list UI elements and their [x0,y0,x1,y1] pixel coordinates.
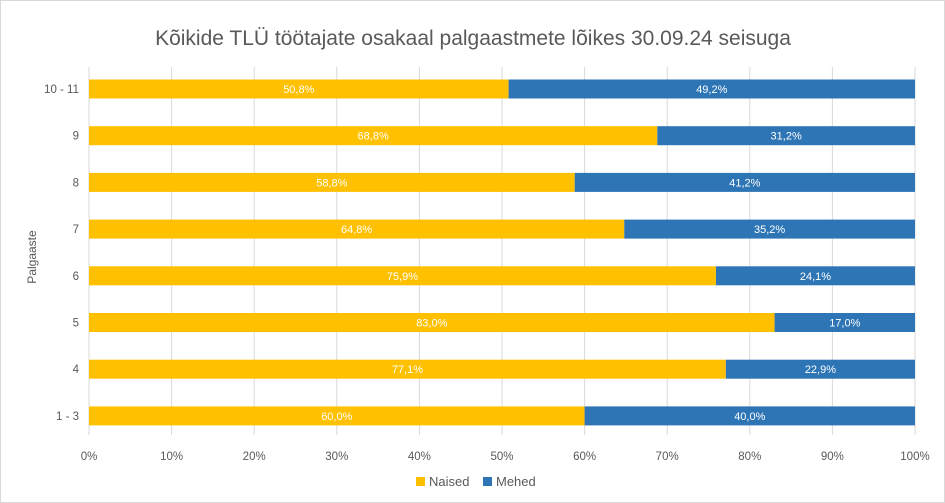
legend-label: Naised [429,474,469,489]
bar-naised [89,359,726,379]
bar-naised [89,172,575,192]
bar-mehed [574,172,915,192]
data-labels: 50,8% 49,2% 68,8% 31,2% 58,8% 41,2% 64,8% 35,2%… [283,84,860,423]
y-axis-label: Palgaaste [25,230,39,284]
x-tick-label: 20% [243,451,266,463]
data-label: 83,0% [416,318,447,330]
y-tick-label: 4 [73,364,80,376]
y-tick-label: 1 - 3 [56,411,79,423]
data-label: 35,2% [754,224,785,236]
gridlines [88,67,916,435]
x-tick-label: 0% [81,451,98,463]
x-tick-label: 50% [490,451,513,463]
y-tick-label: 6 [73,271,79,283]
bar-naised [89,219,625,239]
bar-naised [89,79,509,99]
y-tick-label: 10 - 11 [44,84,79,96]
data-label: 31,2% [771,131,802,143]
x-tick-label: 90% [821,451,844,463]
x-tick-label: 40% [408,451,431,463]
bar-mehed [508,79,915,99]
data-label: 77,1% [392,364,423,376]
y-tick-label: 8 [73,177,79,189]
y-tick-label: 5 [73,318,79,330]
data-label: 49,2% [696,84,727,96]
x-tick-label: 60% [573,451,596,463]
bar-naised [89,126,658,146]
data-label: 17,0% [829,318,860,330]
x-tick-label: 80% [738,451,761,463]
bar-mehed [774,313,915,332]
data-label: 41,2% [729,177,760,189]
bar-naised [89,406,585,426]
x-tick-label: 70% [656,451,679,463]
data-label: 22,9% [805,364,836,376]
bar-mehed [624,219,915,239]
data-label: 75,9% [387,271,418,283]
legend-label: Mehed [496,474,536,489]
y-axis-ticks: 10 - 11 9 8 7 6 5 4 1 - 3 [44,84,80,423]
data-label: 58,8% [316,177,347,189]
legend: Naised Mehed [416,474,536,489]
legend-swatch [416,477,425,486]
bar-mehed [584,406,915,426]
legend-swatch [483,477,492,486]
bars [89,79,915,426]
bar-naised [89,266,716,286]
chart-title: Kõikide TLÜ töötajate osakaal palgaastme… [155,27,791,50]
bar-mehed [715,266,915,286]
x-tick-label: 10% [160,451,183,463]
data-label: 60,0% [321,411,352,423]
x-tick-label: 100% [900,451,929,463]
x-tick-label: 30% [325,451,348,463]
data-label: 64,8% [341,224,372,236]
data-label: 40,0% [734,411,765,423]
y-tick-label: 7 [73,224,79,236]
y-tick-label: 9 [73,131,79,143]
x-axis-ticks: 0% 10% 20% 30% 40% 50% 60% 70% 80% 90% 100% [81,451,930,463]
bar-naised [89,313,775,332]
data-label: 24,1% [800,271,831,283]
bar-mehed [657,126,915,146]
bar-mehed [725,359,915,379]
data-label: 68,8% [358,131,389,143]
data-label: 50,8% [283,84,314,96]
